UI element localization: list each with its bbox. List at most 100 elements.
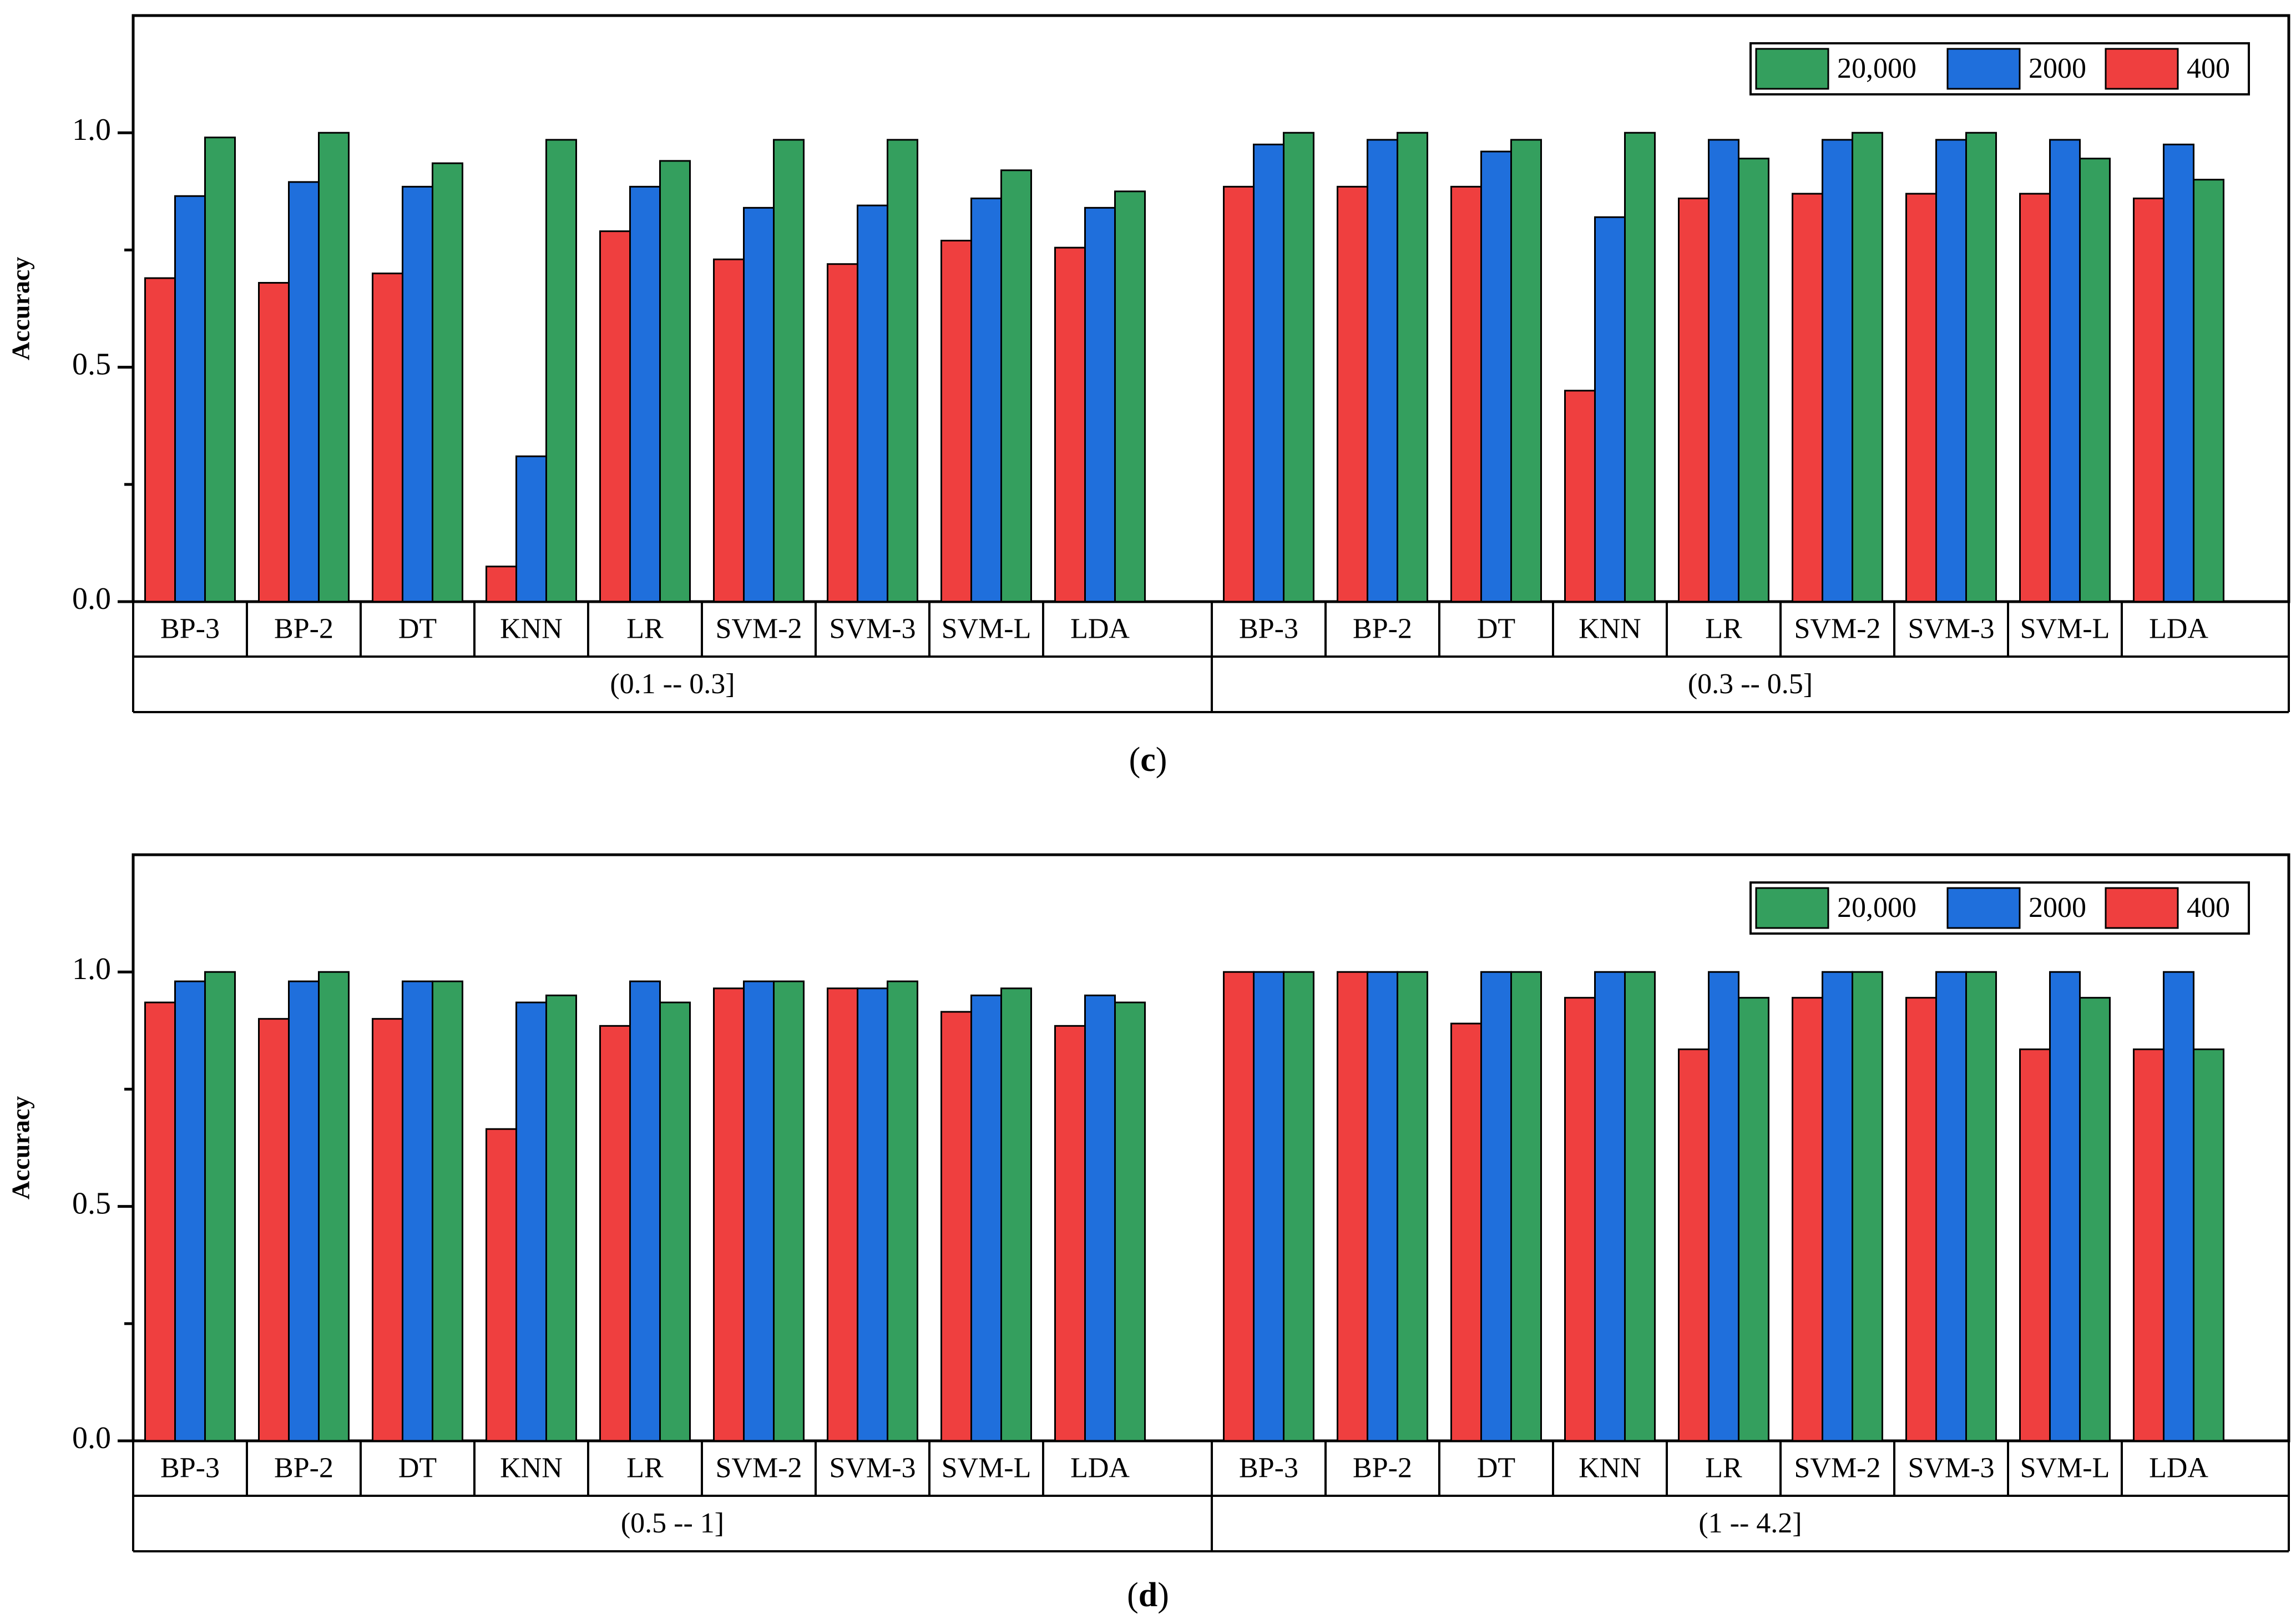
bar-2000-svm-3 [857,987,888,1442]
category-label: LR [626,613,664,644]
category-label: SVM-L [942,613,1031,644]
group-label: (0.3 -- 0.5] [1688,668,1813,700]
category-label: SVM-2 [715,1452,802,1484]
y-axis-title: Accuracy [7,1096,35,1199]
bar-20000-lda [1114,190,1146,603]
bar-400-knn [486,566,517,603]
panel-label: (d) [1127,1576,1169,1614]
group-label: (1 -- 4.2] [1698,1507,1802,1539]
bar-2000-knn [1594,216,1626,603]
bar-400-bp-2 [258,1018,290,1442]
bar-2000-dt [402,980,433,1442]
legend-label: 400 [2187,892,2230,924]
bar-400-bp-2 [258,282,290,603]
category-label: BP-2 [1353,613,1412,644]
bar-400-knn [1564,997,1596,1442]
bar-2000-bp-3 [1253,143,1284,603]
group-label: (0.1 -- 0.3] [610,668,735,700]
bar-2000-lda [1084,994,1116,1442]
bar-2000-lr [629,980,661,1442]
bar-2000-svm-3 [1935,139,1967,603]
bar-2000-svm-l [970,197,1002,603]
category-label: LR [1705,1452,1742,1484]
group-label: (0.5 -- 1] [621,1507,724,1539]
category-label: SVM-L [2020,613,2110,644]
bar-2000-svm-2 [1822,139,1853,603]
bar-400-svm-3 [827,987,858,1442]
bar-400-lda [1054,246,1086,603]
bar-20000-knn [545,139,577,603]
bar-400-knn [1564,390,1596,603]
bar-400-bp-3 [144,277,176,603]
bar-20000-svm-2 [773,139,805,603]
bar-400-svm-2 [713,258,745,603]
bar-20000-svm-2 [1852,971,1883,1442]
panel-label: (c) [1129,741,1167,779]
bar-20000-svm-3 [1965,971,1997,1442]
bar-400-lr [1678,197,1710,603]
bar-2000-lr [1708,139,1739,603]
bar-20000-bp-2 [1397,132,1428,603]
bar-20000-knn [1624,971,1656,1442]
legend-label: 20,000 [1837,892,1916,924]
chart-panel-c: 0.0 0.5 1.0 Accuracy BP-3 BP-2 DT KNN LR SVM-2 SVM… [7,14,2290,779]
bar-2000-knn [1594,971,1626,1442]
category-label: BP-3 [160,1452,220,1484]
bar-2000-bp-3 [1253,971,1284,1442]
category-label: LR [1705,613,1742,644]
bar-400-lda [2133,1048,2164,1442]
bar-400-svm-2 [1792,193,1823,603]
chart-panel-d: 0.0 0.5 1.0 Accuracy BP-3 BP-2 DT KNN LR SVM-2 SVM… [7,853,2290,1614]
category-label: BP-2 [1353,1452,1412,1484]
category-label: SVM-2 [1794,613,1880,644]
bar-2000-svm-l [970,994,1002,1442]
category-label: BP-3 [160,613,220,644]
bar-20000-svm-3 [887,139,918,603]
legend-label: 2000 [2029,892,2086,924]
bar-400-svm-2 [1792,997,1823,1442]
bar-20000-lr [1738,997,1769,1442]
legend-label: 400 [2187,53,2230,84]
bar-20000-bp-3 [1283,971,1314,1442]
bar-20000-bp-2 [1397,971,1428,1442]
bar-2000-lda [1084,206,1116,603]
category-label: LR [626,1452,664,1484]
bar-400-svm-3 [1905,997,1937,1442]
bar-20000-lda [1114,1001,1146,1442]
bar-400-lda [1054,1025,1086,1442]
bar-2000-svm-3 [857,204,888,603]
legend: 20,000 2000 400 [1749,881,2250,935]
category-label: SVM-3 [1908,613,1994,644]
bar-20000-svm-l [1000,169,1032,603]
bar-400-dt [1450,185,1482,603]
bar-400-bp-3 [1223,971,1255,1442]
bar-20000-lda [2193,1048,2224,1442]
category-label: BP-2 [274,613,333,644]
bar-20000-svm-2 [1852,132,1883,603]
category-label: LDA [1070,1452,1130,1484]
bar-2000-lda [2163,971,2194,1442]
bar-20000-svm-l [2079,997,2111,1442]
bar-400-svm-3 [1905,193,1937,603]
bar-400-lr [599,1025,631,1442]
legend-swatch [1755,887,1829,929]
category-label: LDA [2149,613,2208,644]
legend-label: 20,000 [1837,53,1916,84]
category-label: SVM-2 [1794,1452,1880,1484]
y-tick-label: 0.5 [72,347,111,381]
bar-20000-lda [2193,179,2224,603]
category-label: KNN [500,1452,563,1484]
category-label: KNN [1579,613,1641,644]
bar-400-bp-3 [1223,185,1255,603]
bar-20000-dt [432,980,463,1442]
legend-swatch [2105,887,2179,929]
bar-20000-svm-3 [887,980,918,1442]
bar-2000-svm-l [2049,971,2081,1442]
bar-2000-knn [515,455,547,603]
bar-2000-knn [515,1001,547,1442]
category-label: SVM-3 [829,613,916,644]
y-tick-label: 1.0 [72,113,111,147]
bar-400-bp-3 [144,1001,176,1442]
bar-400-svm-l [2019,1048,2051,1442]
